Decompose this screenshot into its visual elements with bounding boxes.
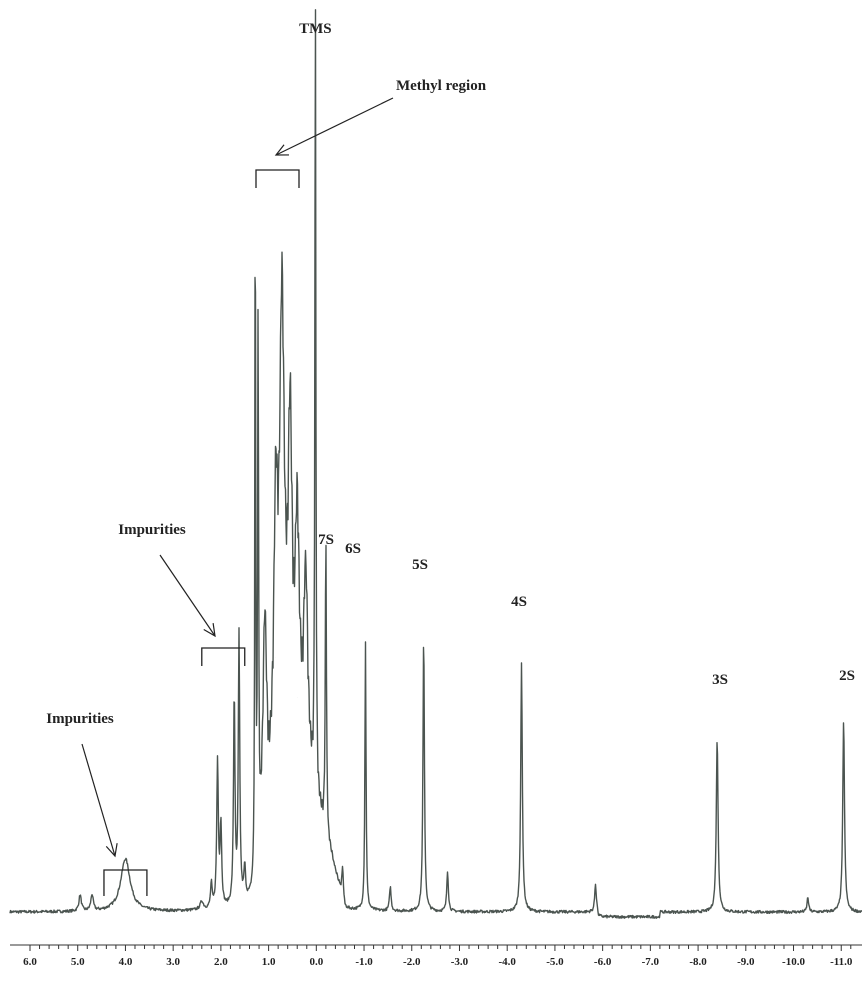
annotation-label: 3S (712, 672, 728, 688)
x-tick-label: -2.0 (403, 956, 421, 968)
x-tick-label: -5.0 (546, 956, 564, 968)
impurities-arrow-head (105, 843, 118, 858)
x-tick-label: 3.0 (166, 956, 180, 968)
x-tick-label: -11.0 (830, 956, 853, 968)
x-tick-label: -6.0 (594, 956, 612, 968)
x-tick-label: -8.0 (689, 956, 707, 968)
annotations: TMS Methyl region Impurities Impurities 7S 6S… (46, 21, 855, 896)
spectrum-trace (9, 9, 862, 919)
annotation-label: 7S (318, 532, 334, 548)
impurities-arrow (81, 743, 116, 857)
annotation-label: 2S (839, 668, 855, 684)
x-axis: 6.0 5.0 4.0 3.0 2.0 1.0 0.0 -1.0 -2.0 -3.0 -4.0 -5.… (10, 944, 862, 968)
x-tick-label: 6.0 (23, 956, 37, 968)
annotation-label: Impurities (118, 522, 186, 538)
plot-area (9, 9, 862, 919)
annotation-label: 6S (345, 541, 361, 557)
x-tick-label: 1.0 (262, 956, 276, 968)
x-tick-label: -1.0 (355, 956, 373, 968)
x-tick-label: -9.0 (737, 956, 755, 968)
impurities-bracket (201, 647, 246, 666)
x-tick-label: 2.0 (214, 956, 228, 968)
annotation-label: TMS (299, 21, 332, 37)
impurities-arrow (159, 554, 216, 637)
x-tick-label: -4.0 (498, 956, 516, 968)
x-tick-label: 5.0 (71, 956, 85, 968)
annotation-label: Methyl region (396, 78, 487, 94)
x-tick-label: 0.0 (309, 956, 323, 968)
annotation-label: 5S (412, 557, 428, 573)
impurities-arrow-head (203, 623, 216, 638)
x-tick-label: 4.0 (119, 956, 133, 968)
methyl-region-arrow (275, 97, 394, 156)
methyl-region-arrow-head (274, 144, 290, 156)
annotation-label: Impurities (46, 711, 114, 727)
annotation-label: 4S (511, 594, 527, 610)
methyl-region-bracket (255, 169, 300, 188)
x-tick-label: -7.0 (642, 956, 660, 968)
x-tick-label: -3.0 (451, 956, 469, 968)
x-tick-label: -10.0 (782, 956, 805, 968)
impurities-bracket (103, 869, 148, 896)
